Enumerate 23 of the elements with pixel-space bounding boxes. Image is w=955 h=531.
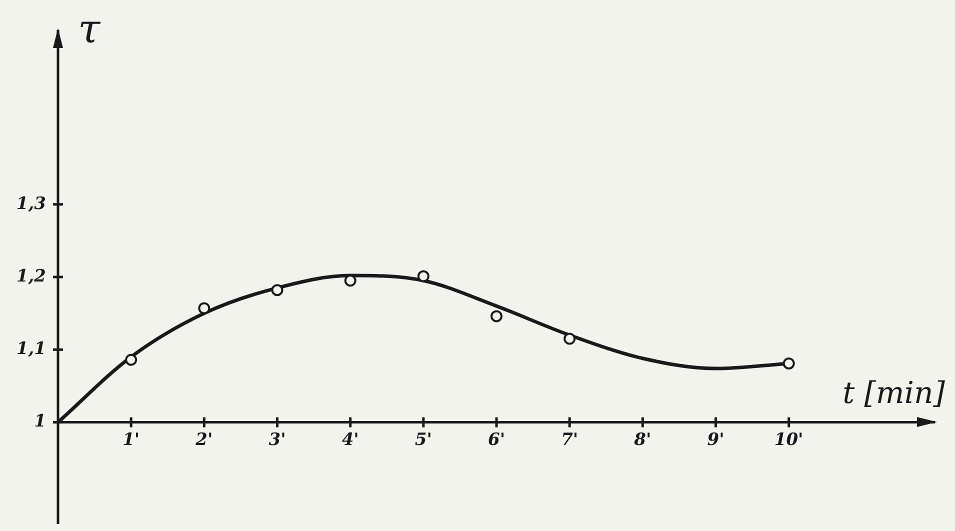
y-axis-title: τ	[78, 6, 101, 52]
point	[490, 310, 502, 322]
x-axis-title: t [min]	[842, 376, 946, 412]
y-tick-label: 1,1	[16, 339, 46, 360]
x-tick-label: 4'	[342, 430, 359, 450]
x-tick-label: 2'	[194, 430, 213, 450]
x-tick-label: 1'	[122, 430, 140, 450]
x-tick-label: 7'	[561, 430, 578, 450]
x-tick-label: 10'	[774, 430, 804, 450]
x-tick-label: 9'	[707, 430, 724, 450]
x-tick-label: 8'	[634, 430, 652, 450]
point	[782, 357, 795, 370]
point	[125, 354, 138, 366]
point	[564, 332, 576, 345]
y-tick-label: 1,3	[16, 194, 46, 214]
x-tick-label: 3'	[268, 430, 286, 450]
y-tick-label: 1	[34, 412, 46, 432]
point	[271, 284, 284, 296]
y-tick-label: 1,2	[16, 266, 46, 286]
x-tick-label: 6'	[488, 430, 506, 450]
point	[417, 270, 430, 282]
point	[198, 302, 210, 314]
x-tick-label: 5'	[414, 430, 432, 450]
